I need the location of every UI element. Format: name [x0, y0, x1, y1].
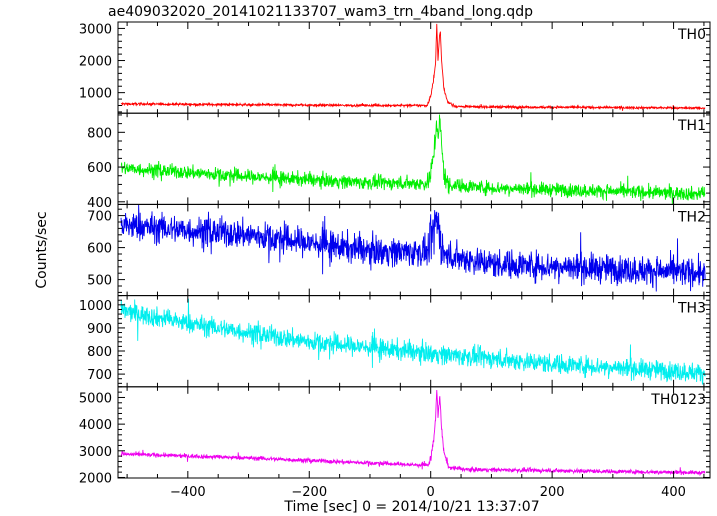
y-tick-label: 800 — [87, 126, 112, 141]
y-tick-label: 900 — [87, 322, 112, 337]
series-line-th1 — [120, 114, 706, 204]
y-tick-label: 700 — [87, 368, 112, 383]
y-tick-label: 2000 — [79, 471, 112, 486]
chart-title: ae409032020_20141021133707_wam3_trn_4ban… — [108, 4, 533, 20]
y-tick-label: 3000 — [79, 445, 112, 460]
series-line-th3 — [120, 298, 706, 385]
y-tick-label: 600 — [87, 242, 112, 257]
series-line-th0123 — [120, 389, 706, 477]
y-tick-label: 400 — [87, 196, 112, 211]
y-tick-label: 4000 — [79, 418, 112, 433]
panel-th0123: 2000 3000 4000 5000 TH0123 — [79, 386, 711, 486]
series-line-th0 — [120, 23, 706, 111]
panels-group: 1000 2000 3000 TH0 400 600 800 TH1 500 600 700 TH2 7… — [79, 21, 711, 486]
panel-label-th3: TH3 — [677, 301, 706, 317]
y-tick-label: 700 — [87, 210, 112, 225]
y-tick-label: 800 — [87, 345, 112, 360]
panel-label-th0123: TH0123 — [650, 392, 706, 408]
panel-frame — [117, 386, 711, 479]
panel-th3: 700 800 900 1000 TH3 — [79, 295, 711, 388]
x-axis-label: Time [sec] 0 = 2014/10/21 13:37:07 — [283, 499, 539, 515]
panel-th0: 1000 2000 3000 TH0 — [79, 21, 711, 114]
panel-th1: 400 600 800 TH1 — [87, 112, 711, 211]
panel-th2: 500 600 700 TH2 — [87, 203, 711, 297]
panel-label-th2: TH2 — [677, 209, 706, 225]
series-line-th2 — [120, 204, 706, 292]
x-tick-labels: −400 −200 0 200 400 — [170, 485, 686, 500]
panel-frame — [117, 21, 711, 114]
y-tick-label: 1000 — [79, 87, 112, 102]
panel-label-th1: TH1 — [677, 118, 706, 134]
y-tick-label: 1000 — [79, 299, 112, 314]
y-tick-label: 2000 — [79, 55, 112, 70]
y-tick-label: 5000 — [79, 391, 112, 406]
y-tick-label: 500 — [87, 274, 112, 289]
x-tick-label: 200 — [540, 485, 565, 500]
x-tick-label: 0 — [427, 485, 435, 500]
y-tick-label: 3000 — [79, 22, 112, 37]
x-tick-label: −200 — [291, 485, 327, 500]
y-tick-label: 600 — [87, 161, 112, 176]
x-tick-label: 400 — [661, 485, 686, 500]
panel-label-th0: TH0 — [677, 27, 706, 43]
x-tick-label: −400 — [170, 485, 206, 500]
y-axis-label: Counts/sec — [34, 211, 50, 288]
